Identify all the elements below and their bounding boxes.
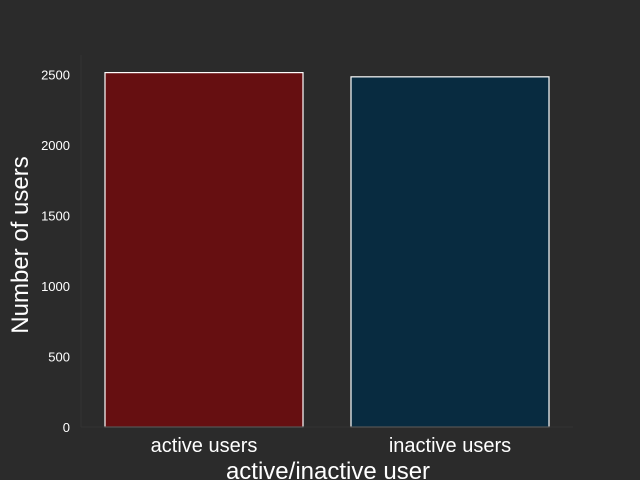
bar-active-users: [104, 72, 304, 428]
x-axis: active users inactive users: [81, 426, 573, 457]
x-tick-label: active users: [151, 435, 258, 457]
x-axis-title: active/inactive user: [226, 458, 430, 480]
x-tick-label: inactive users: [389, 435, 511, 457]
y-tick-label: 2000: [41, 138, 70, 153]
bar-inactive-users: [350, 76, 550, 428]
y-tick-label: 500: [48, 350, 70, 365]
y-axis-title: Number of users: [7, 156, 34, 333]
y-axis: 0 500 1000 1500 2000 2500: [41, 55, 82, 435]
y-tick-label: 1500: [41, 209, 70, 224]
y-tick-label: 2500: [41, 68, 70, 83]
y-tick-label: 1000: [41, 279, 70, 294]
bars-group: [104, 72, 550, 428]
y-tick-label: 0: [63, 420, 70, 435]
